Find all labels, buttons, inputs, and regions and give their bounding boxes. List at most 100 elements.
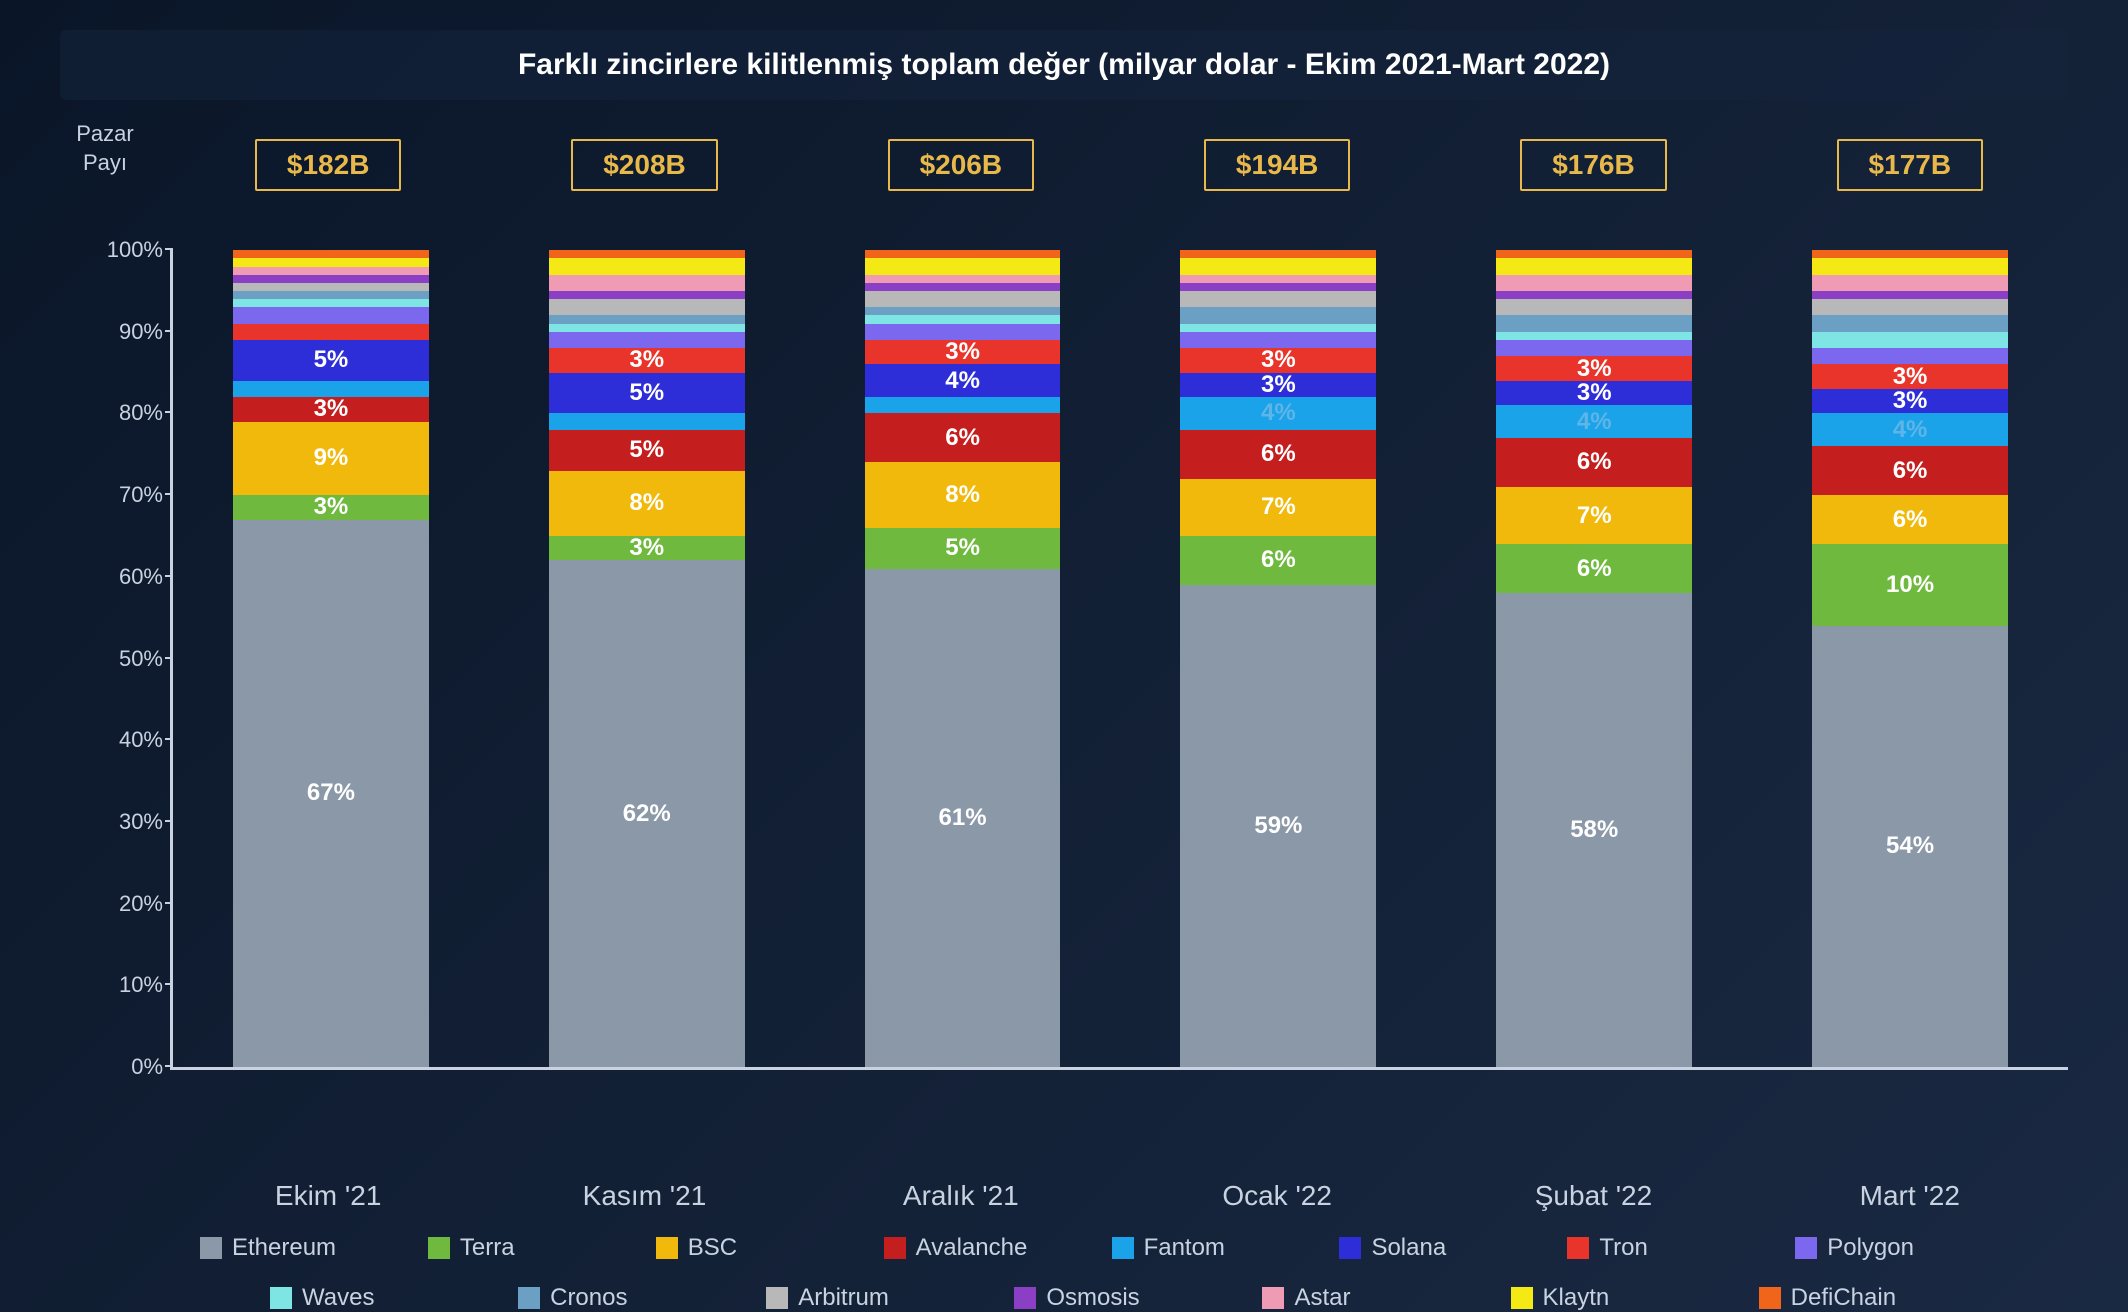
plot-area: 67%3%9%3%5%62%3%8%5%5%3%61%5%8%6%4%3%59%… [170,250,2068,1070]
total-value-box: $176B [1435,139,1751,191]
bar-segment-osmosis [1180,283,1376,291]
legend-item-tron: Tron [1567,1234,1795,1262]
y-tick-label: 0% [88,1054,163,1080]
total-value-box: $208B [486,139,802,191]
bar-segment-terra: 3% [233,495,429,520]
legend-swatch [1511,1287,1533,1309]
x-axis-label: Aralık '21 [803,1180,1119,1212]
bar-segment-fantom: 4% [1812,413,2008,446]
bar-segment-klaytn [233,258,429,266]
bar-segment-polygon [865,324,1061,340]
bar-segment-klaytn [549,258,745,274]
total-value-badge: $177B [1837,139,1984,191]
bar-segment-avalanche: 3% [233,397,429,422]
y-tick-mark [165,330,173,332]
bar-segment-astar [865,275,1061,283]
bar-segment-polygon [1180,332,1376,348]
bar-segment-ethereum: 59% [1180,585,1376,1067]
stacked-bar: 58%6%7%6%4%3%3% [1496,250,1692,1067]
bar-segment-defichain [1180,250,1376,258]
bar-segment-fantom: 4% [1180,397,1376,430]
bar-segment-astar [233,267,429,275]
bar-segment-waves [865,315,1061,323]
bar-segment-tron: 3% [1180,348,1376,373]
legend-label: Polygon [1827,1234,1914,1262]
legend-swatch [1339,1237,1361,1259]
legend-swatch [1795,1237,1817,1259]
bar-segment-osmosis [865,283,1061,291]
bar-column: 54%10%6%6%4%3%3% [1752,250,2068,1067]
total-value-badge: $176B [1520,139,1667,191]
bar-segment-waves [549,324,745,332]
bar-segment-defichain [1812,250,2008,258]
bar-segment-defichain [865,250,1061,258]
y-tick-mark [165,983,173,985]
legend-swatch [1567,1237,1589,1259]
legend-label: BSC [688,1234,737,1262]
y-tick-label: 20% [88,891,163,917]
legend-label: DefiChain [1791,1284,1896,1312]
bar-segment-solana: 3% [1496,381,1692,406]
chart-title-bar: Farklı zincirlere kilitlenmiş toplam değ… [60,30,2068,100]
bar-segment-cronos [1180,307,1376,323]
legend-item-polygon: Polygon [1795,1234,2023,1262]
chart-title: Farklı zincirlere kilitlenmiş toplam değ… [100,48,2028,82]
legend-label: Ethereum [232,1234,336,1262]
bar-segment-osmosis [1496,291,1692,299]
bar-segment-arbitrum [549,299,745,315]
bar-segment-fantom [233,381,429,397]
legend-item-klaytn: Klaytn [1511,1284,1759,1312]
y-tick-label: 60% [88,564,163,590]
legend-item-fantom: Fantom [1112,1234,1340,1262]
legend-item-osmosis: Osmosis [1014,1284,1262,1312]
legend-item-bsc: BSC [656,1234,884,1262]
bar-column: 61%5%8%6%4%3% [805,250,1121,1067]
y-tick-mark [165,493,173,495]
legend-swatch [428,1237,450,1259]
legend-item-astar: Astar [1262,1284,1510,1312]
legend-item-cronos: Cronos [518,1284,766,1312]
bar-segment-defichain [233,250,429,258]
total-value-badge: $208B [571,139,718,191]
legend-label: Avalanche [916,1234,1028,1262]
legend-label: Solana [1371,1234,1446,1262]
bar-segment-bsc: 9% [233,422,429,496]
bar-segment-ethereum: 54% [1812,626,2008,1067]
bar-segment-ethereum: 61% [865,569,1061,1067]
legend-row: EthereumTerraBSCAvalancheFantomSolanaTro… [60,1234,2068,1262]
bar-segment-osmosis [549,291,745,299]
bar-segment-bsc: 8% [549,471,745,536]
bar-segment-arbitrum [865,291,1061,307]
legend-label: Tron [1599,1234,1647,1262]
bar-segment-terra: 10% [1812,544,2008,626]
bar-column: 59%6%7%6%4%3%3% [1120,250,1436,1067]
bar-segment-arbitrum [1812,299,2008,315]
y-tick-label: 50% [88,646,163,672]
bar-segment-terra: 3% [549,536,745,561]
legend-swatch [1262,1287,1284,1309]
bar-segment-astar [1812,275,2008,291]
bar-segment-waves [1496,332,1692,340]
x-axis-label: Ekim '21 [170,1180,486,1212]
bar-segment-terra: 6% [1180,536,1376,585]
legend-swatch [270,1287,292,1309]
bar-segment-bsc: 6% [1812,495,2008,544]
bar-segment-klaytn [865,258,1061,274]
bar-segment-polygon [1496,340,1692,356]
bar-segment-waves [1180,324,1376,332]
bar-segment-arbitrum [1496,299,1692,315]
bar-segment-bsc: 7% [1496,487,1692,544]
bar-segment-ethereum: 62% [549,560,745,1067]
bar-column: 58%6%7%6%4%3%3% [1436,250,1752,1067]
y-tick-label: 30% [88,809,163,835]
bar-segment-avalanche: 6% [865,413,1061,462]
y-tick-label: 40% [88,727,163,753]
bar-segment-tron [233,324,429,340]
bar-column: 67%3%9%3%5% [173,250,489,1067]
x-axis-label: Kasım '21 [486,1180,802,1212]
y-tick-label: 80% [88,400,163,426]
total-value-box: $177B [1752,139,2068,191]
y-tick-mark [165,1065,173,1067]
legend-label: Cronos [550,1284,627,1312]
y-tick-mark [165,575,173,577]
